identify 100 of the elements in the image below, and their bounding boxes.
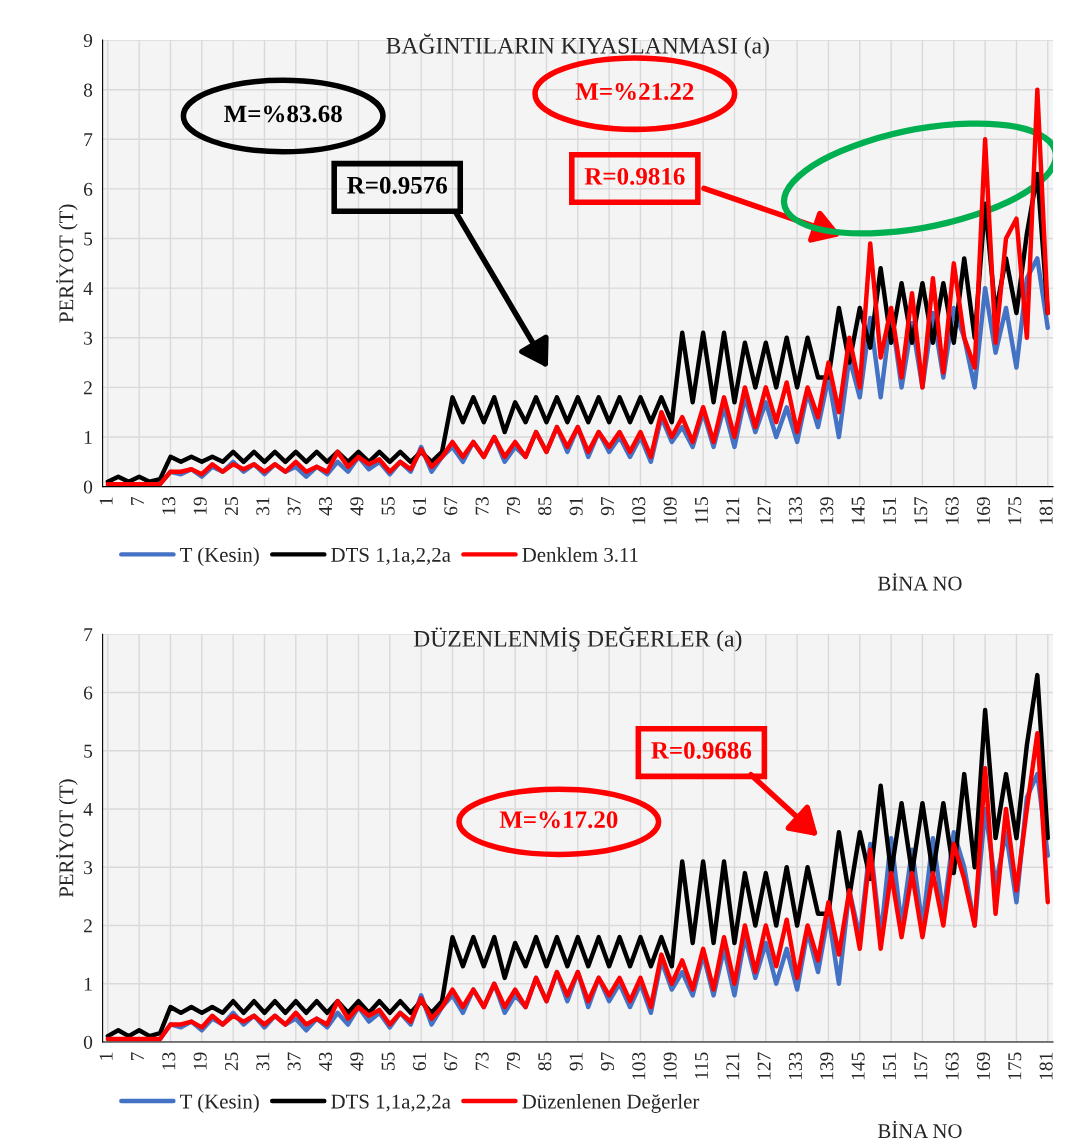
legend-label: DTS 1,1a,2,2a [331,547,451,565]
x-tick-label: 145 [851,1052,865,1080]
x-tick-label: 103 [632,1052,646,1080]
x-tick-label: 49 [350,1052,364,1071]
x-axis-title: BİNA NO [878,573,962,591]
y-tick-label: 4 [83,282,93,295]
x-tick-label: 151 [882,1052,896,1080]
x-tick-label: 157 [914,1052,928,1080]
x-axis-title: BİNA NO [878,1120,962,1139]
y-tick-label: 3 [84,861,93,875]
x-tick-label: 31 [256,1052,270,1071]
y-tick-label: 7 [84,628,93,642]
line-series [105,672,1050,1039]
annotation: R=0.9816 [584,167,685,185]
legend-label: T (Kesin) [180,547,259,567]
x-tick-label: 133 [788,1052,802,1080]
x-tick-label: 109 [663,497,677,524]
x-tick-label: 31 [256,497,270,515]
x-tick-label: 163 [945,1052,959,1080]
x-tick-label: 175 [1008,497,1022,524]
y-tick-label: 0 [83,1035,93,1049]
x-tick-label: 61 [412,497,427,515]
y-tick-label: 7 [84,133,93,147]
x-tick-label: 163 [945,497,959,524]
y-tick-label: 5 [84,744,93,758]
x-tick-label: 19 [193,1052,207,1070]
chart-title: BAĞINTILARIN KIYASLANMASI (a) [386,33,769,59]
x-tick-label: 37 [287,1052,301,1071]
x-tick-label: 97 [600,496,614,516]
x-tick-label: 85 [538,497,552,516]
x-tick-label: 139 [820,1052,834,1080]
chart-title: DÜZENLENMİŞ DEĞERLER (a) [413,626,742,652]
y-tick-label: 3 [84,331,93,345]
y-tick-label: 5 [84,232,93,246]
legend-label: Düzenlenen Değerler [522,1093,700,1113]
x-tick-label: 121 [726,1052,740,1080]
x-tick-label: 115 [694,1052,708,1079]
annotation: R=0.9686 [651,741,752,759]
x-tick-label: 169 [976,1052,990,1080]
x-tick-label: 79 [506,1052,520,1070]
x-tick-label: 169 [976,497,990,524]
y-tick-label: 1 [84,430,92,444]
x-tick-label: 43 [318,497,333,516]
x-tick-label: 103 [632,497,646,524]
x-tick-label: 55 [381,1052,395,1070]
x-tick-label: 1 [99,497,113,505]
x-tick-label: 121 [726,497,740,524]
x-tick-label: 181 [1039,1052,1053,1080]
y-axis-title: PERİYOT (T) [56,204,78,323]
x-tick-label: 91 [569,497,583,516]
y-tick-label: 8 [83,83,93,97]
x-tick-label: 67 [444,496,458,515]
y-tick-label: 0 [83,480,93,494]
x-tick-label: 139 [820,497,834,524]
x-tick-label: 133 [788,497,802,524]
x-tick-label: 49 [350,497,364,516]
annotation: M=%21.22 [575,83,694,101]
x-tick-label: 55 [381,497,395,515]
x-tick-label: 25 [224,497,239,515]
x-tick-label: 79 [506,497,520,515]
y-tick-label: 1 [84,977,92,991]
x-tick-label: 37 [287,496,301,515]
x-tick-label: 145 [851,497,865,524]
x-tick-label: 157 [914,496,928,524]
y-tick-label: 6 [83,686,93,700]
x-tick-label: 181 [1039,497,1053,524]
x-tick-label: 43 [318,1052,333,1071]
x-tick-label: 91 [569,1052,583,1071]
annotation: R=0.9576 [347,176,448,194]
legend-label: Denklem 3.11 [522,547,638,562]
x-tick-label: 85 [538,1052,552,1071]
annotation: M=%17.20 [499,811,618,829]
x-tick-label: 151 [882,497,896,524]
y-tick-label: 2 [84,381,92,395]
x-tick-label: 61 [412,1052,427,1071]
y-tick-label: 6 [83,182,93,196]
legend-label: DTS 1,1a,2,2a [331,1094,451,1112]
x-tick-label: 97 [600,1052,614,1071]
y-tick-label: 2 [84,919,92,933]
y-axis-title: PERİYOT (T) [56,779,78,898]
line-series [105,731,1050,1042]
annotation: M=%83.68 [224,105,342,123]
y-tick-label: 4 [83,802,93,816]
x-tick-label: 25 [224,1052,239,1071]
x-tick-label: 109 [663,1052,677,1080]
x-tick-label: 67 [444,1052,458,1071]
x-tick-label: 19 [193,497,207,515]
x-tick-label: 73 [475,1052,489,1070]
legend-label: T (Kesin) [180,1093,259,1113]
x-tick-label: 127 [757,496,771,524]
x-tick-label: 13 [162,1052,176,1070]
x-tick-label: 73 [475,497,489,515]
x-tick-label: 13 [162,497,176,515]
y-tick-label: 9 [83,33,93,48]
x-tick-label: 127 [757,1052,771,1080]
x-tick-label: 115 [694,497,708,524]
x-tick-label: 175 [1008,1052,1022,1080]
x-tick-label: 1 [99,1052,113,1060]
x-tick-label: 7 [131,1052,144,1061]
x-tick-label: 7 [131,496,144,505]
